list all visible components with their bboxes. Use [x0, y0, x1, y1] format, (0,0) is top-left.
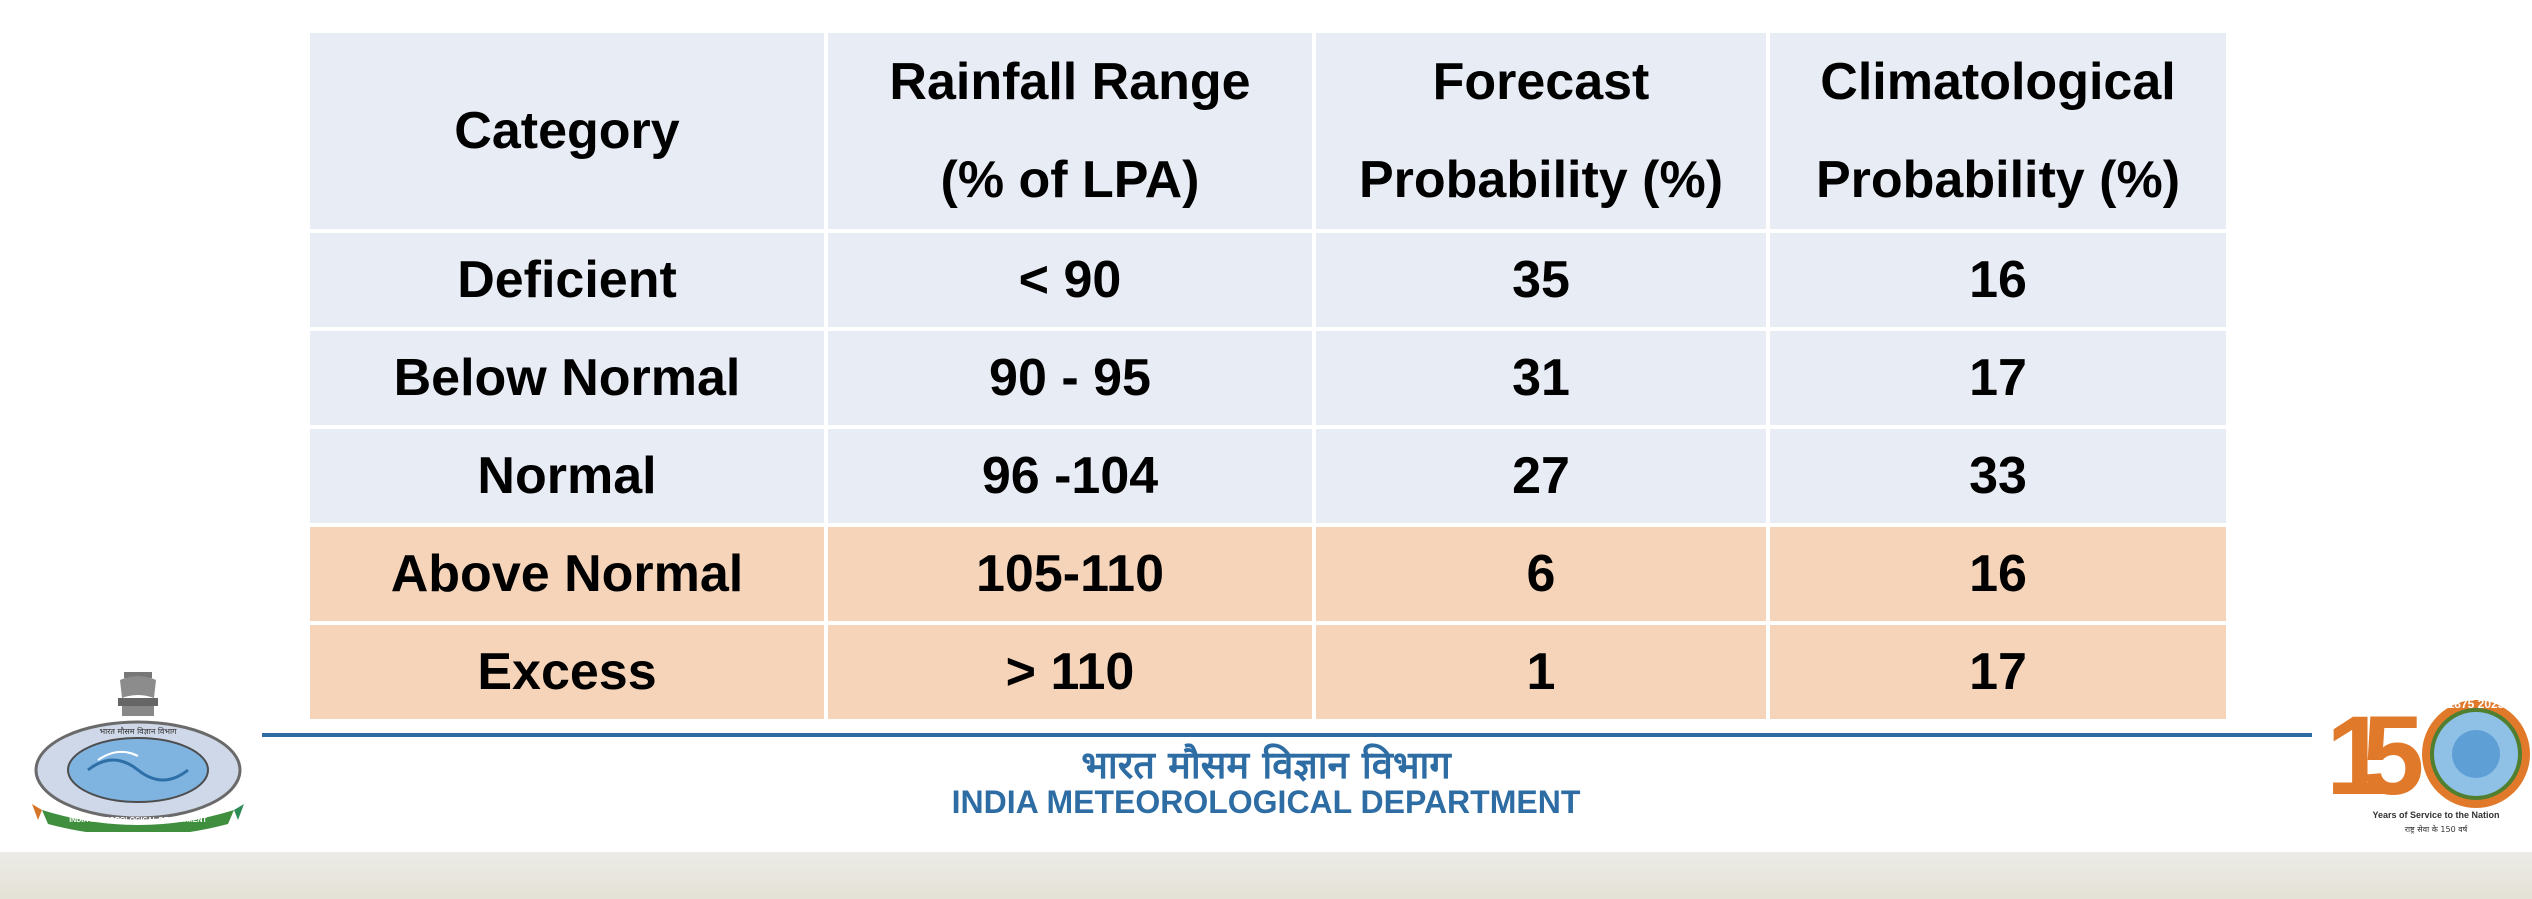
- climatological-probability-cell: 17: [1766, 621, 2230, 723]
- table-row: Above Normal 105-110 6 16: [306, 523, 2230, 625]
- table-row: Excess > 110 1 17: [306, 621, 2230, 723]
- rainfall-range-cell: < 90: [824, 229, 1316, 331]
- imd-emblem-logo: INDIA METEOROLOGICAL DEPARTMENT भारत मौस…: [32, 672, 244, 832]
- forecast-probability-cell: 6: [1312, 523, 1770, 625]
- rainfall-forecast-table: Category Rainfall Range (% of LPA) Foreca…: [306, 29, 2230, 723]
- climatological-probability-cell: 33: [1766, 425, 2230, 527]
- anniversary-tagline: Years of Service to the Nation: [2372, 810, 2499, 820]
- category-cell: Normal: [306, 425, 828, 527]
- rainfall-forecast-table-container: Category Rainfall Range (% of LPA) Foreca…: [306, 29, 2230, 723]
- rainfall-range-cell: 96 -104: [824, 425, 1316, 527]
- forecast-probability-cell: 35: [1312, 229, 1770, 331]
- slide-bottom-strip: [0, 852, 2532, 899]
- anniversary-number-1: 1: [2326, 696, 2388, 818]
- forecast-probability-cell: 27: [1312, 425, 1770, 527]
- header-forecast-probability: Forecast Probability (%): [1312, 29, 1770, 233]
- header-rainfall-range: Rainfall Range (% of LPA): [824, 29, 1316, 233]
- category-cell: Excess: [306, 621, 828, 723]
- category-cell: Deficient: [306, 229, 828, 331]
- footer-divider: [262, 733, 2312, 737]
- table-row: Normal 96 -104 27 33: [306, 425, 2230, 527]
- lion-capital-icon: [118, 672, 158, 716]
- table-row: Deficient < 90 35 16: [306, 229, 2230, 331]
- emblem-ribbon-text: INDIA METEOROLOGICAL DEPARTMENT: [69, 817, 207, 824]
- rainfall-range-cell: 105-110: [824, 523, 1316, 625]
- emblem-ring-text: भारत मौसम विज्ञान विभाग: [99, 726, 177, 736]
- anniversary-150-logo: 1 5 1875 2025 Years of Service to the Na…: [2326, 696, 2530, 834]
- rainfall-range-cell: > 110: [824, 621, 1316, 723]
- table-header-row: Category Rainfall Range (% of LPA) Foreca…: [306, 29, 2230, 233]
- header-climatological-probability: Climatological Probability (%): [1766, 29, 2230, 233]
- table-row: Below Normal 90 - 95 31 17: [306, 327, 2230, 429]
- department-name-english: INDIA METEOROLOGICAL DEPARTMENT: [951, 784, 1581, 820]
- climatological-probability-cell: 17: [1766, 327, 2230, 429]
- anniversary-years: 1875 2025: [2448, 697, 2505, 711]
- forecast-probability-cell: 1: [1312, 621, 1770, 723]
- climatological-probability-cell: 16: [1766, 229, 2230, 331]
- header-category: Category: [306, 29, 828, 233]
- category-cell: Above Normal: [306, 523, 828, 625]
- anniversary-number-5: 5: [2362, 696, 2424, 818]
- forecast-probability-cell: 31: [1312, 327, 1770, 429]
- rainfall-range-cell: 90 - 95: [824, 327, 1316, 429]
- anniversary-tagline-hindi: राष्ट्र सेवा के 150 वर्ष: [2405, 824, 2469, 834]
- category-cell: Below Normal: [306, 327, 828, 429]
- department-name-hindi: भारत मौसम विज्ञान विभाग: [1081, 743, 1451, 787]
- climatological-probability-cell: 16: [1766, 523, 2230, 625]
